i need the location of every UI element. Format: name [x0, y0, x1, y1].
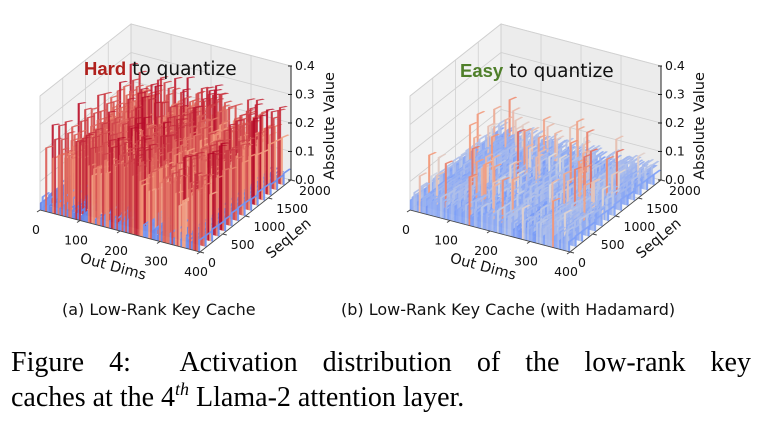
x-tick-mark: [36, 209, 41, 213]
x-tick-mark: [446, 220, 451, 223]
y-tick-label: 0: [208, 255, 216, 270]
y-tick-label: 1000: [624, 219, 656, 234]
x-tick-label: 0: [32, 222, 40, 237]
caption-prefix: Figure 4:: [11, 347, 131, 378]
panel-a-low-rank-key-cache: 0.0 0.1 0.2 0.3 0.4 Absolute Value 0 100 200 300 4…: [0, 0, 379, 300]
x-tick-mark: [116, 230, 121, 234]
x-tick-mark: [156, 241, 161, 244]
y-tick-mark: [222, 233, 227, 236]
annotation-rest: to quantize: [132, 59, 237, 80]
surface-plot-b: 0.0 0.1 0.2 0.3 0.4 Absolute Value 0 100 200 300 4…: [402, 22, 708, 284]
x-tick-mark: [566, 251, 571, 255]
z-tick-label: 0.1: [295, 144, 315, 159]
caption-line-1: Figure 4: Activation distribution of the…: [11, 345, 751, 380]
annotation-keyword: Easy: [460, 60, 504, 81]
x-tick-label: 0: [402, 222, 410, 237]
y-tick-mark: [199, 251, 205, 254]
x-tick-mark: [76, 220, 81, 223]
annotation-easy-to-quantize: Easy to quantize: [460, 60, 614, 82]
z-tick-label: 0.3: [665, 87, 685, 102]
z-tick-label: 0.0: [665, 172, 685, 187]
y-tick-mark: [660, 179, 666, 182]
z-axis-label: Absolute Value: [692, 72, 708, 180]
surface-plot-a: 0.0 0.1 0.2 0.3 0.4 Absolute Value 0 100 200 300 4…: [32, 22, 338, 284]
x-tick-mark: [526, 241, 531, 244]
x-tick-label: 100: [64, 233, 88, 248]
x-tick-label: 400: [554, 264, 578, 279]
z-tick-label: 0.3: [295, 87, 315, 102]
x-tick-label: 400: [184, 264, 208, 279]
y-tick-mark: [592, 233, 597, 236]
annotation-hard-to-quantize: Hard to quantize: [84, 58, 237, 80]
grid-line-z: [409, 23, 662, 97]
x-tick-mark: [406, 209, 411, 213]
caption-text-2b: Llama-2 attention layer.: [196, 382, 465, 413]
caption-line-2: caches at the 4th Llama-2 attention laye…: [11, 380, 751, 415]
annotation-keyword: Hard: [84, 58, 127, 79]
z-tick-label: 0.0: [295, 172, 315, 187]
subcaption-b: (b) Low-Rank Key Cache (with Hadamard): [341, 300, 676, 319]
z-tick-label: 0.2: [665, 115, 685, 130]
x-tick-label: 300: [144, 254, 168, 269]
caption-text-2a: caches at the 4: [11, 382, 176, 413]
y-tick-mark: [638, 197, 643, 200]
caption-superscript: th: [175, 379, 190, 399]
panel-b-low-rank-key-cache-hadamard: 0.0 0.1 0.2 0.3 0.4 Absolute Value 0 100 200 300 4…: [370, 0, 749, 300]
annotation-rest: to quantize: [509, 61, 614, 82]
surface: [409, 96, 662, 253]
x-tick-mark: [486, 230, 491, 234]
y-tick-mark: [290, 179, 296, 182]
y-tick-label: 2000: [299, 183, 331, 198]
y-tick-label: 500: [231, 237, 255, 252]
z-tick-label: 0.1: [665, 144, 685, 159]
y-tick-label: 0: [578, 255, 586, 270]
y-tick-mark: [569, 251, 575, 254]
x-tick-label: 200: [474, 243, 498, 258]
figure-caption: Figure 4: Activation distribution of the…: [11, 345, 751, 415]
surface: [39, 62, 292, 253]
y-tick-label: 500: [601, 237, 625, 252]
z-axis-label: Absolute Value: [322, 72, 338, 180]
x-tick-label: 200: [104, 243, 128, 258]
grid-line-z: [39, 23, 292, 97]
y-tick-mark: [615, 215, 620, 218]
caption-text-1: Activation distribution of the low-rank …: [179, 347, 751, 378]
y-tick-label: 1500: [276, 201, 308, 216]
y-tick-label: 1000: [254, 219, 286, 234]
subcaption-a: (a) Low-Rank Key Cache: [62, 300, 256, 319]
x-tick-mark: [196, 251, 201, 255]
y-tick-mark: [268, 197, 273, 200]
z-tick-label: 0.4: [295, 58, 315, 73]
y-tick-label: 1500: [646, 201, 678, 216]
x-tick-label: 300: [514, 254, 538, 269]
z-tick-label: 0.2: [295, 115, 315, 130]
y-tick-mark: [245, 215, 250, 218]
y-tick-label: 2000: [669, 183, 701, 198]
x-tick-label: 100: [434, 233, 458, 248]
z-tick-label: 0.4: [665, 58, 685, 73]
